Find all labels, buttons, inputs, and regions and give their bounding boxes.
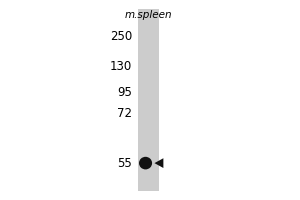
- Text: 55: 55: [117, 157, 132, 170]
- Polygon shape: [154, 158, 164, 168]
- Bar: [138, 9, 159, 191]
- Text: 95: 95: [117, 86, 132, 99]
- Text: 72: 72: [117, 107, 132, 120]
- Text: 250: 250: [110, 30, 132, 43]
- Ellipse shape: [139, 157, 152, 169]
- Text: m.spleen: m.spleen: [125, 10, 172, 20]
- Text: 130: 130: [110, 60, 132, 73]
